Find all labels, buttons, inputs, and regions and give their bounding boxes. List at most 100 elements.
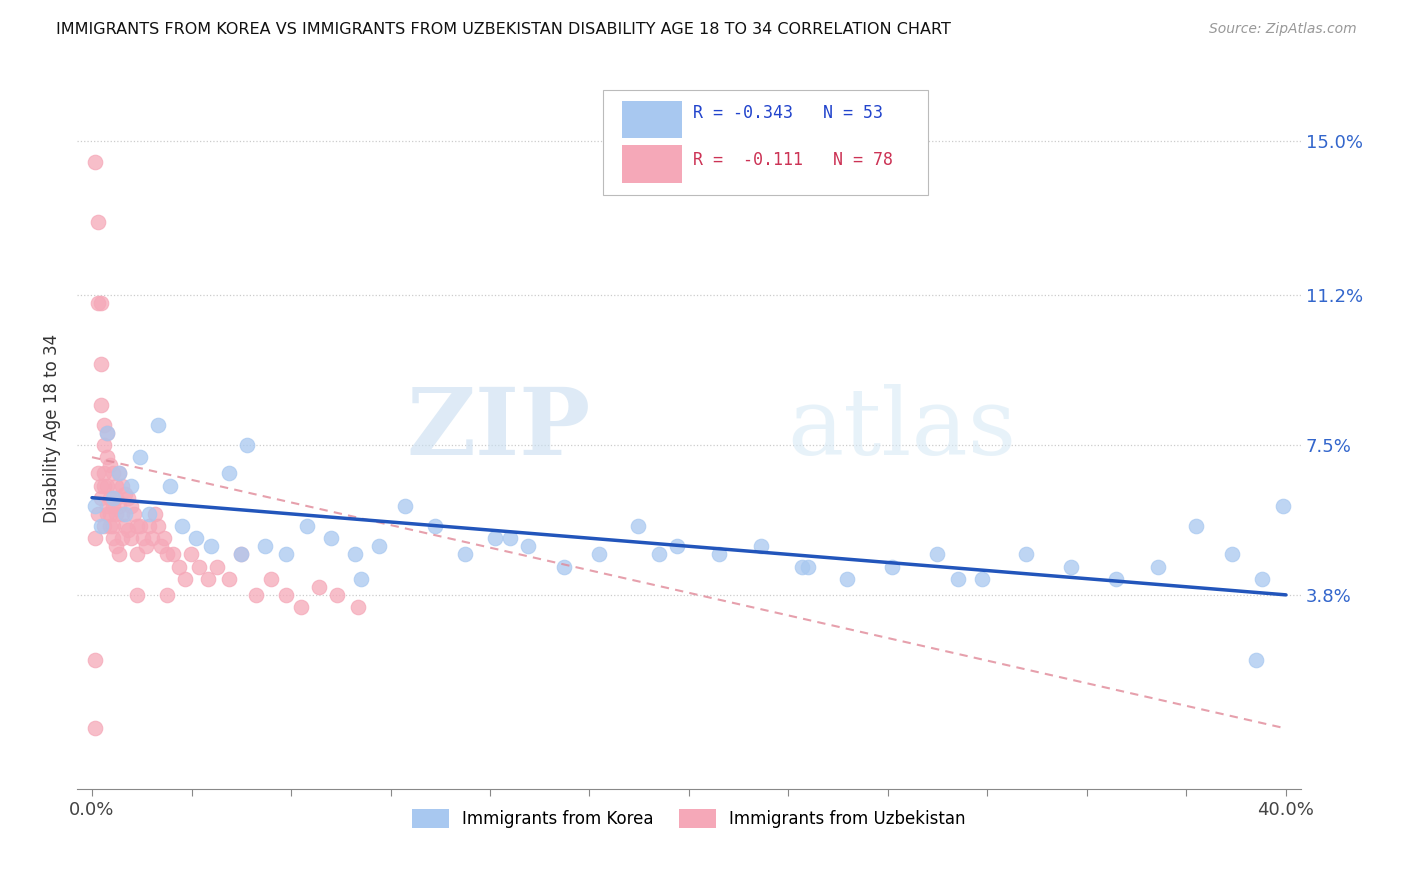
Point	[156, 548, 179, 562]
Point	[104, 478, 127, 492]
Point	[170, 519, 193, 533]
Text: atlas: atlas	[787, 384, 1017, 474]
Point	[207, 559, 229, 574]
Point	[231, 548, 253, 562]
Point	[132, 531, 155, 545]
Point	[125, 519, 148, 533]
Point	[749, 539, 772, 553]
Point	[84, 499, 107, 513]
Point	[627, 519, 650, 533]
Point	[87, 215, 110, 229]
Point	[84, 653, 107, 667]
Point	[925, 548, 948, 562]
Point	[90, 478, 112, 492]
Point	[90, 357, 112, 371]
Point	[1146, 559, 1168, 574]
FancyBboxPatch shape	[603, 90, 928, 194]
Point	[295, 519, 318, 533]
Point	[707, 548, 730, 562]
Point	[454, 548, 477, 562]
Point	[367, 539, 389, 553]
Point	[880, 559, 903, 574]
Point	[120, 499, 142, 513]
Point	[98, 519, 121, 533]
Text: R =  -0.111   N = 78: R = -0.111 N = 78	[693, 151, 893, 169]
Point	[138, 519, 160, 533]
Point	[290, 600, 312, 615]
FancyBboxPatch shape	[621, 145, 682, 183]
Point	[236, 438, 259, 452]
Point	[90, 398, 112, 412]
Point	[125, 548, 148, 562]
Point	[319, 531, 342, 545]
Point	[84, 722, 107, 736]
Point	[197, 572, 219, 586]
Point	[167, 559, 190, 574]
Point	[970, 572, 993, 586]
Point	[1251, 572, 1274, 586]
Point	[98, 507, 121, 521]
Point	[138, 507, 160, 521]
Point	[104, 507, 127, 521]
Point	[93, 519, 115, 533]
Point	[1185, 519, 1208, 533]
Point	[117, 523, 139, 537]
Point	[125, 588, 148, 602]
Point	[90, 519, 112, 533]
Point	[218, 572, 240, 586]
Point	[120, 531, 142, 545]
Point	[149, 539, 172, 553]
Y-axis label: Disability Age 18 to 34: Disability Age 18 to 34	[44, 334, 60, 524]
Point	[326, 588, 349, 602]
Point	[588, 548, 610, 562]
Text: IMMIGRANTS FROM KOREA VS IMMIGRANTS FROM UZBEKISTAN DISABILITY AGE 18 TO 34 CORR: IMMIGRANTS FROM KOREA VS IMMIGRANTS FROM…	[56, 22, 950, 37]
Point	[101, 499, 124, 513]
Point	[186, 531, 208, 545]
Point	[1105, 572, 1128, 586]
Point	[135, 539, 157, 553]
Point	[946, 572, 969, 586]
Point	[260, 572, 283, 586]
Point	[499, 531, 522, 545]
Point	[346, 600, 368, 615]
Text: R = -0.343   N = 53: R = -0.343 N = 53	[693, 104, 883, 122]
Point	[128, 519, 150, 533]
Point	[173, 572, 195, 586]
Point	[128, 450, 150, 465]
Point	[114, 519, 136, 533]
Point	[93, 478, 115, 492]
Text: ZIP: ZIP	[406, 384, 591, 474]
Point	[1244, 653, 1267, 667]
Point	[104, 539, 127, 553]
Point	[254, 539, 277, 553]
Point	[231, 548, 253, 562]
Point	[343, 548, 366, 562]
Point	[96, 425, 118, 440]
Point	[156, 588, 179, 602]
Point	[180, 548, 202, 562]
Point	[96, 425, 118, 440]
Point	[1015, 548, 1038, 562]
Point	[111, 531, 134, 545]
Point	[797, 559, 820, 574]
Point	[96, 450, 118, 465]
Point	[152, 531, 174, 545]
Point	[274, 588, 297, 602]
Point	[96, 507, 118, 521]
Point	[90, 491, 112, 505]
Point	[96, 499, 118, 513]
Point	[146, 417, 169, 432]
Point	[101, 531, 124, 545]
Point	[101, 491, 124, 505]
Point	[93, 438, 115, 452]
Point	[141, 531, 163, 545]
Point	[111, 478, 134, 492]
Point	[792, 559, 814, 574]
Point	[122, 507, 145, 521]
Point	[87, 507, 110, 521]
Point	[96, 478, 118, 492]
Point	[93, 417, 115, 432]
Point	[98, 491, 121, 505]
Point	[516, 539, 538, 553]
Point	[1060, 559, 1083, 574]
